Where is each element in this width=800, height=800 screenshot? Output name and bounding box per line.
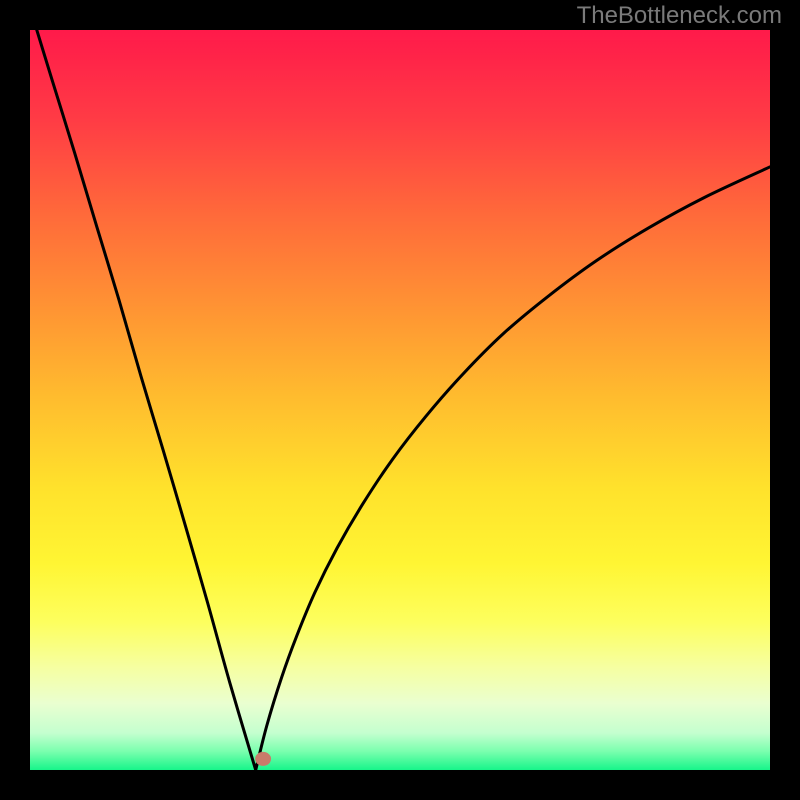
- gradient-background: [30, 30, 770, 770]
- optimum-marker: [255, 752, 271, 766]
- chart-container: TheBottleneck.com: [0, 0, 800, 800]
- plot-area: [30, 30, 770, 770]
- chart-svg: [30, 30, 770, 770]
- watermark-text: TheBottleneck.com: [577, 2, 782, 30]
